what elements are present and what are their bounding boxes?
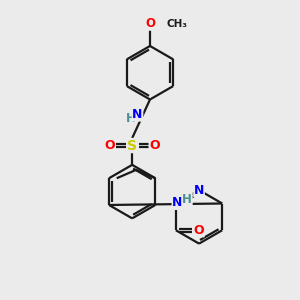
- Text: S: S: [127, 139, 137, 152]
- Text: O: O: [145, 17, 155, 30]
- Text: O: O: [194, 224, 204, 237]
- Text: N: N: [172, 196, 182, 209]
- Text: O: O: [149, 139, 160, 152]
- Text: N: N: [194, 184, 204, 196]
- Text: O: O: [105, 139, 115, 152]
- Text: CH₃: CH₃: [166, 19, 187, 29]
- Text: H: H: [126, 112, 136, 124]
- Text: H: H: [182, 193, 192, 206]
- Text: N: N: [132, 108, 143, 121]
